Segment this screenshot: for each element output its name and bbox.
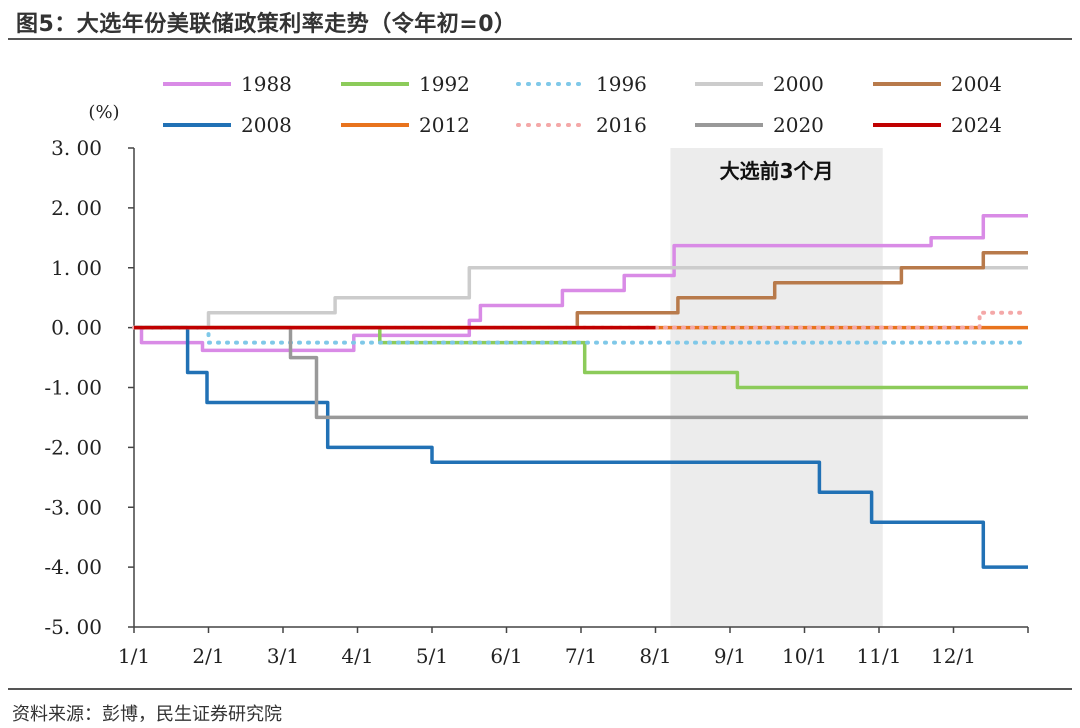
chart-title: 图5：大选年份美联储政策利率走势（令年初=0）: [16, 12, 517, 37]
y-tick-label: -1. 00: [44, 376, 102, 400]
series-line-1988: [134, 213, 1028, 353]
y-tick-label: -4. 00: [44, 555, 102, 579]
x-tick-label: 8/1: [639, 644, 671, 668]
x-tick-label: 3/1: [267, 644, 299, 668]
legend-label-2008: 2008: [241, 113, 292, 137]
x-tick-label: 6/1: [490, 644, 522, 668]
title-bar: 图5：大选年份美联储政策利率走势（令年初=0）: [8, 0, 1072, 40]
x-tick-label: 7/1: [565, 644, 597, 668]
x-tick-label: 10/1: [782, 644, 827, 668]
legend-label-2020: 2020: [773, 113, 824, 137]
series-line-2004: [134, 251, 1028, 330]
series-line-1992: [134, 325, 1028, 390]
y-tick-label: 2. 00: [51, 196, 102, 220]
legend-label-2012: 2012: [419, 113, 470, 137]
x-tick-label: 2/1: [192, 644, 224, 668]
x-tick-label: 1/1: [118, 644, 150, 668]
y-unit-label: (%): [88, 102, 119, 123]
legend-label-1996: 1996: [596, 72, 647, 96]
x-tick-label: 9/1: [714, 644, 746, 668]
legend-label-2016: 2016: [596, 113, 647, 137]
y-tick-label: 0. 00: [51, 316, 102, 340]
y-tick-label: -5. 00: [44, 615, 102, 639]
y-tick-label: -3. 00: [44, 495, 102, 519]
legend-label-2024: 2024: [951, 113, 1002, 137]
series-line-2016: [132, 310, 1030, 330]
x-tick-label: 4/1: [341, 644, 373, 668]
y-tick-label: 3. 00: [51, 136, 102, 160]
shaded-region-label: 大选前3个月: [720, 159, 834, 183]
legend-label-1988: 1988: [241, 72, 292, 96]
x-tick-label: 5/1: [416, 644, 448, 668]
legend-label-2004: 2004: [951, 72, 1002, 96]
source-divider: [8, 688, 1072, 690]
legend-label-2000: 2000: [773, 72, 824, 96]
series-line-1996: [132, 325, 1030, 345]
y-tick-label: -2. 00: [44, 435, 102, 459]
chart-area: 大选前3个月 3. 00 2. 00 1. 00 0. 00 -1. 00 -2. 00 -3…: [0, 42, 1080, 686]
y-tick-label: 1. 00: [51, 256, 102, 280]
series-line-2008: [134, 325, 1028, 569]
source-note: 资料来源：彭博，民生证券研究院: [12, 704, 282, 725]
chart-svg: 大选前3个月 3. 00 2. 00 1. 00 0. 00 -1. 00 -2. 00 -3…: [44, 72, 1030, 668]
x-tick-label: 12/1: [931, 644, 976, 668]
x-tick-label: 11/1: [857, 644, 902, 668]
series-line-2000: [134, 266, 1028, 330]
legend-label-1992: 1992: [419, 72, 470, 96]
